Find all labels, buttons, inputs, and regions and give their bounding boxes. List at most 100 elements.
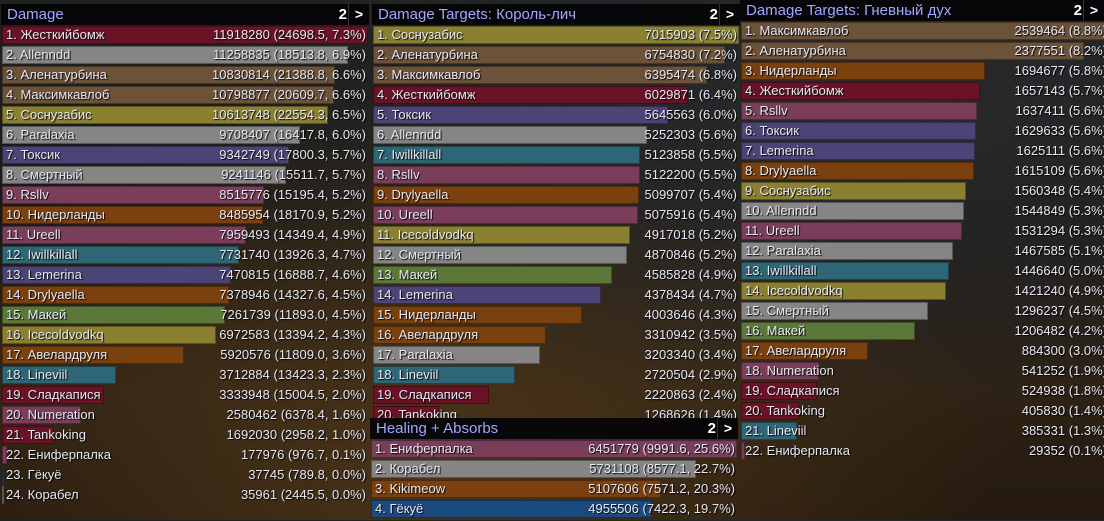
next-page-button[interactable]: > — [719, 4, 740, 25]
player-name: 14. Drylyaella — [6, 287, 85, 302]
bar-fill — [741, 342, 869, 360]
bar-row[interactable]: 20. Tankoking 405830 (1.4%) — [740, 401, 1104, 421]
bar-row[interactable]: 10. Ureell 5075916 (5.4%) — [372, 205, 740, 225]
bar-row[interactable]: 14. Icecoldvodkq 1421240 (4.9%) — [740, 281, 1104, 301]
bar-row[interactable]: 5. Токсик 5645563 (6.0%) — [372, 105, 740, 125]
bar-row[interactable]: 12. Смертный 4870846 (5.2%) — [372, 245, 740, 265]
bar-row[interactable]: 24. Корабел 35961 (2445.5, 0.0%) — [1, 485, 369, 505]
bar-row[interactable]: 13. Макей 4585828 (4.9%) — [372, 265, 740, 285]
bar-fill — [373, 46, 726, 64]
bar-row[interactable]: 18. Lineviil 2720504 (2.9%) — [372, 365, 740, 385]
bar-row[interactable]: 19. Сладкапися 2220863 (2.4%) — [372, 385, 740, 405]
bar-row[interactable]: 13. Iwillkillall 1446640 (5.0%) — [740, 261, 1104, 281]
bar-row[interactable]: 5. Соснузабис 10613748 (22554.3, 6.5%) — [1, 105, 369, 125]
bar-row[interactable]: 17. Авелардруля 884300 (3.0%) — [740, 341, 1104, 361]
next-page-button[interactable]: > — [348, 4, 369, 25]
window-titlebar[interactable]: Healing + Absorbs 2 > — [370, 418, 738, 439]
bar-row[interactable]: 7. Lemerina 1625111 (5.6%) — [740, 141, 1104, 161]
bar-row[interactable]: 11. Ureell 1531294 (5.3%) — [740, 221, 1104, 241]
bar-row[interactable]: 5. Rsllv 1637411 (5.6%) — [740, 101, 1104, 121]
window-titlebar[interactable]: Damage Targets: Гневный дух 2 > — [740, 0, 1104, 21]
bar-row[interactable]: 6. Токсик 1629633 (5.6%) — [740, 121, 1104, 141]
player-value: 8515776 (15195.4, 5.2%) — [219, 187, 366, 202]
player-name: 2. Аленатурбина — [377, 47, 478, 62]
bar-row[interactable]: 12. Paralaxia 1467585 (5.1%) — [740, 241, 1104, 261]
bar-row[interactable]: 9. Соснузабис 1560348 (5.4%) — [740, 181, 1104, 201]
player-name: 17. Paralaxia — [377, 347, 453, 362]
bar-row[interactable]: 2. Allenndd 11258835 (18513.8, 6.9%) — [1, 45, 369, 65]
bar-row[interactable]: 6. Allenndd 5252303 (5.6%) — [372, 125, 740, 145]
bar-row[interactable]: 1. Ениферпалка 6451779 (9991.6, 25.6%) — [370, 439, 738, 459]
bar-row[interactable]: 15. Смертный 1296237 (4.5%) — [740, 301, 1104, 321]
player-name: 3. Аленатурбина — [6, 67, 107, 82]
bar-row[interactable]: 22. Ениферпалка 177976 (976.7, 0.1%) — [1, 445, 369, 465]
bar-row[interactable]: 16. Макей 1206482 (4.2%) — [740, 321, 1104, 341]
bar-row[interactable]: 8. Drylyaella 1615109 (5.6%) — [740, 161, 1104, 181]
window-titlebar[interactable]: Damage Targets: Король-лич 2 > — [372, 4, 740, 25]
bar-fill — [741, 22, 1104, 40]
bar-row[interactable]: 17. Авелардруля 5920576 (11809.0, 3.6%) — [1, 345, 369, 365]
bar-row[interactable]: 10. Нидерланды 8485954 (18170.9, 5.2%) — [1, 205, 369, 225]
bar-row[interactable]: 3. Нидерланды 1694677 (5.8%) — [740, 61, 1104, 81]
bar-row[interactable]: 14. Drylyaella 7378946 (14327.6, 4.5%) — [1, 285, 369, 305]
bar-row[interactable]: 19. Сладкапися 524938 (1.8%) — [740, 381, 1104, 401]
player-value: 1296237 (4.5%) — [1014, 303, 1104, 318]
bar-row[interactable]: 20. Numeration 2580462 (6378.4, 1.6%) — [1, 405, 369, 425]
bar-row[interactable]: 19. Сладкапися 3333948 (15004.5, 2.0%) — [1, 385, 369, 405]
player-value: 2539464 (8.8%) — [1014, 23, 1104, 38]
bar-row[interactable]: 16. Авелардруля 3310942 (3.5%) — [372, 325, 740, 345]
next-page-button[interactable]: > — [1083, 0, 1104, 21]
bar-row[interactable]: 7. Токсик 9342749 (17800.3, 5.7%) — [1, 145, 369, 165]
bar-row[interactable]: 22. Ениферпалка 29352 (0.1%) — [740, 441, 1104, 461]
bar-row[interactable]: 11. Ureell 7959493 (14349.4, 4.9%) — [1, 225, 369, 245]
bar-row[interactable]: 15. Нидерланды 4003646 (4.3%) — [372, 305, 740, 325]
bar-fill — [741, 162, 974, 180]
bar-row[interactable]: 2. Корабел 5731108 (8577.1, 22.7%) — [370, 459, 738, 479]
player-value: 1206482 (4.2%) — [1014, 323, 1104, 338]
next-page-button[interactable]: > — [717, 418, 738, 439]
bar-row[interactable]: 1. Соснузабис 7015903 (7.5%) — [372, 25, 740, 45]
bar-row[interactable]: 13. Lemerina 7470815 (16888.7, 4.6%) — [1, 265, 369, 285]
bar-row[interactable]: 4. Жесткийбомж 6029871 (6.4%) — [372, 85, 740, 105]
bar-row[interactable]: 3. Максимкавлоб 6395474 (6.8%) — [372, 65, 740, 85]
bar-row[interactable]: 8. Rsllv 5122200 (5.5%) — [372, 165, 740, 185]
bar-row[interactable]: 9. Rsllv 8515776 (15195.4, 5.2%) — [1, 185, 369, 205]
bar-row[interactable]: 1. Максимкавлоб 2539464 (8.8%) — [740, 21, 1104, 41]
bar-row[interactable]: 3. Kikimeow 5107606 (7571.2, 20.3%) — [370, 479, 738, 499]
window-titlebar[interactable]: Damage 2 > — [1, 4, 369, 25]
bar-fill — [373, 206, 638, 224]
bar-fill — [2, 226, 247, 244]
bar-row[interactable]: 2. Аленатурбина 2377551 (8.2%) — [740, 41, 1104, 61]
bar-row[interactable]: 18. Numeration 541252 (1.9%) — [740, 361, 1104, 381]
bar-row[interactable]: 21. Lineviil 385331 (1.3%) — [740, 421, 1104, 441]
bar-row[interactable]: 11. Icecoldvodkq 4917018 (5.2%) — [372, 225, 740, 245]
bar-row[interactable]: 14. Lemerina 4378434 (4.7%) — [372, 285, 740, 305]
bar-row[interactable]: 10. Allenndd 1544849 (5.3%) — [740, 201, 1104, 221]
player-value: 7261739 (11893.0, 4.5%) — [220, 307, 366, 322]
bar-row[interactable]: 20. Tankoking 1268626 (1.4%) — [372, 405, 740, 418]
bar-row[interactable]: 1. Жесткийбомж 11918280 (24698.5, 7.3%) — [1, 25, 369, 45]
bar-row[interactable]: 4. Гёкуё 4955506 (7422.3, 19.7%) — [370, 499, 738, 519]
player-value: 1544849 (5.3%) — [1014, 203, 1104, 218]
bar-row[interactable]: 4. Максимкавлоб 10798877 (20609.7, 6.6%) — [1, 85, 369, 105]
bar-row[interactable]: 17. Paralaxia 3203340 (3.4%) — [372, 345, 740, 365]
bar-row[interactable]: 16. Icecoldvodkq 6972583 (13394.2, 4.3%) — [1, 325, 369, 345]
bar-row[interactable]: 4. Жесткийбомж 1657143 (5.7%) — [740, 81, 1104, 101]
bar-row[interactable]: 3. Аленатурбина 10830814 (21388.8, 6.6%) — [1, 65, 369, 85]
player-name: 5. Rsllv — [745, 103, 788, 118]
bar-row[interactable]: 12. Iwillkillall 7731740 (13926.3, 4.7%) — [1, 245, 369, 265]
bar-row[interactable]: 15. Макей 7261739 (11893.0, 4.5%) — [1, 305, 369, 325]
bar-row[interactable]: 2. Аленатурбина 6754830 (7.2%) — [372, 45, 740, 65]
bar-row[interactable]: 6. Paralaxia 9708407 (16417.8, 6.0%) — [1, 125, 369, 145]
bar-row[interactable]: 23. Гёкуё 37745 (789.8, 0.0%) — [1, 465, 369, 485]
bar-fill — [371, 480, 661, 498]
bar-row[interactable]: 8. Смертный 9241146 (15511.7, 5.7%) — [1, 165, 369, 185]
bar-row[interactable]: 21. Tankoking 1692030 (2958.2, 1.0%) — [1, 425, 369, 445]
player-name: 8. Drylyaella — [745, 163, 817, 178]
bar-fill — [2, 406, 82, 424]
bar-row[interactable]: 7. Iwillkillall 5123858 (5.5%) — [372, 145, 740, 165]
bar-row[interactable]: 18. Lineviil 3712884 (13423.3, 2.3%) — [1, 365, 369, 385]
bar-row[interactable]: 9. Drylyaella 5099707 (5.4%) — [372, 185, 740, 205]
player-name: 22. Ениферпалка — [745, 443, 851, 458]
player-value: 6395474 (6.8%) — [644, 67, 737, 82]
